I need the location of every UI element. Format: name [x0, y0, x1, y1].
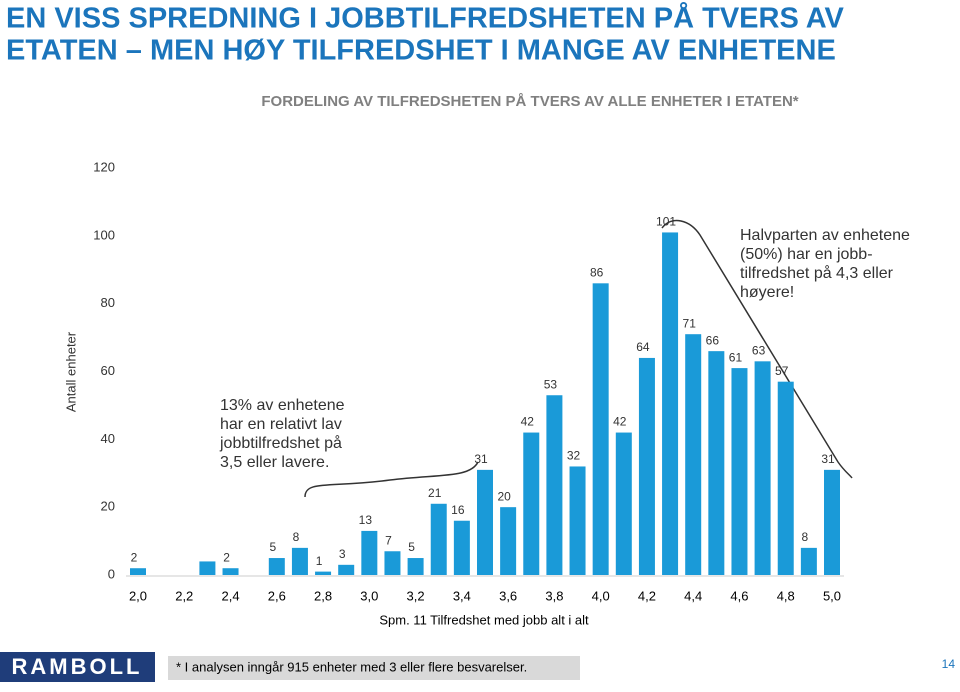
title: EN VISS SPREDNING I JOBBTILFREDSHETEN PÅ… — [6, 2, 845, 35]
value-label: 7 — [385, 533, 392, 547]
x-tick-label: 2,8 — [314, 588, 332, 603]
value-label: 31 — [821, 452, 835, 466]
annotation: Halvparten av enhetene — [740, 227, 910, 244]
value-label: 2 — [131, 550, 138, 564]
x-axis-label: Spm. 11 Tilfredshet med jobb alt i alt — [379, 612, 589, 627]
bar — [477, 469, 493, 575]
value-label: 8 — [293, 530, 300, 544]
y-tick-label: 40 — [101, 431, 115, 446]
value-label: 101 — [656, 215, 676, 229]
annotation: 13% av enhetene — [220, 397, 345, 414]
bar — [685, 334, 702, 575]
annotation: 3,5 eller lavere. — [220, 454, 329, 471]
x-tick-label: 2,6 — [268, 588, 286, 603]
value-label: 63 — [752, 343, 766, 357]
value-label: 31 — [474, 452, 488, 466]
value-label: 3 — [339, 547, 346, 561]
x-tick-label: 4,2 — [638, 588, 656, 603]
x-tick-label: 3,6 — [499, 588, 517, 603]
subtitle: FORDELING AV TILFREDSHETEN PÅ TVERS AV A… — [261, 93, 798, 110]
value-label: 64 — [636, 340, 650, 354]
y-axis-label: Antall enheter — [63, 331, 78, 412]
y-tick-label: 60 — [101, 363, 115, 378]
bar — [222, 568, 239, 575]
value-label: 13 — [359, 513, 373, 527]
bar — [453, 520, 470, 575]
x-tick-label: 4,6 — [730, 588, 748, 603]
value-label: 5 — [408, 540, 415, 554]
bar — [291, 547, 308, 575]
value-label: 5 — [269, 540, 276, 554]
bar — [407, 558, 424, 575]
value-label: 16 — [451, 503, 465, 517]
annotation: tilfredshet på 4,3 eller — [740, 264, 894, 282]
annotation: (50%) har en jobb- — [740, 246, 873, 263]
value-label: 32 — [567, 449, 581, 463]
logo-box — [0, 652, 155, 682]
value-label: 21 — [428, 486, 442, 500]
footnote: * I analysen inngår 915 enheter med 3 el… — [176, 659, 527, 674]
logo: RAMBOLL — [12, 654, 143, 679]
note-box — [168, 656, 580, 680]
bar — [384, 551, 401, 575]
bar — [361, 530, 378, 575]
value-label: 86 — [590, 265, 604, 279]
annotation: jobbtilfredshet på — [219, 434, 342, 452]
x-tick-label: 3,8 — [545, 588, 563, 603]
bar — [268, 558, 285, 575]
x-tick-label: 4,0 — [592, 588, 610, 603]
value-label: 66 — [706, 333, 720, 347]
x-tick-label: 3,0 — [360, 588, 378, 603]
y-tick-label: 120 — [93, 159, 115, 174]
value-label: 71 — [683, 316, 697, 330]
bar — [569, 466, 586, 575]
bar — [199, 561, 216, 575]
value-label: 53 — [544, 377, 558, 391]
bar — [800, 547, 817, 575]
bar — [592, 283, 609, 575]
bar — [315, 571, 332, 575]
bar — [777, 381, 794, 575]
bar — [338, 564, 355, 575]
x-tick-label: 2,4 — [221, 588, 239, 603]
bar — [824, 469, 840, 575]
bar — [731, 368, 748, 575]
bar — [546, 395, 563, 575]
value-label: 1 — [316, 554, 323, 568]
title: ETATEN – MEN HØY TILFREDSHET I MANGE AV … — [6, 35, 836, 67]
bar — [708, 351, 725, 575]
y-tick-label: 0 — [108, 566, 115, 581]
value-label: 20 — [497, 489, 511, 503]
brace-left — [304, 461, 479, 498]
bar — [500, 507, 517, 575]
bar — [662, 232, 679, 576]
bar — [430, 503, 447, 575]
x-tick-label: 3,4 — [453, 588, 471, 603]
value-label: 2 — [223, 550, 230, 564]
value-label: 42 — [521, 415, 535, 429]
value-label: 61 — [729, 350, 743, 364]
x-tick-label: 3,2 — [407, 588, 425, 603]
annotation: har en relativt lav — [220, 416, 342, 433]
bar — [638, 357, 655, 575]
brace-right — [661, 219, 853, 479]
bar — [523, 432, 540, 575]
value-label: 8 — [802, 530, 809, 544]
x-tick-label: 2,0 — [129, 588, 147, 603]
x-tick-label: 2,2 — [175, 588, 193, 603]
y-tick-label: 20 — [101, 499, 115, 514]
x-tick-label: 4,8 — [777, 588, 795, 603]
y-tick-label: 100 — [93, 227, 115, 242]
page-number: 14 — [942, 657, 956, 671]
value-label: 57 — [775, 364, 789, 378]
bar — [754, 361, 771, 575]
annotation: høyere! — [740, 284, 794, 301]
x-tick-label: 4,4 — [684, 588, 702, 603]
y-tick-label: 80 — [101, 295, 115, 310]
bar — [615, 432, 632, 575]
x-tick-label: 5,0 — [823, 588, 841, 603]
value-label: 42 — [613, 415, 627, 429]
bar — [130, 568, 146, 575]
